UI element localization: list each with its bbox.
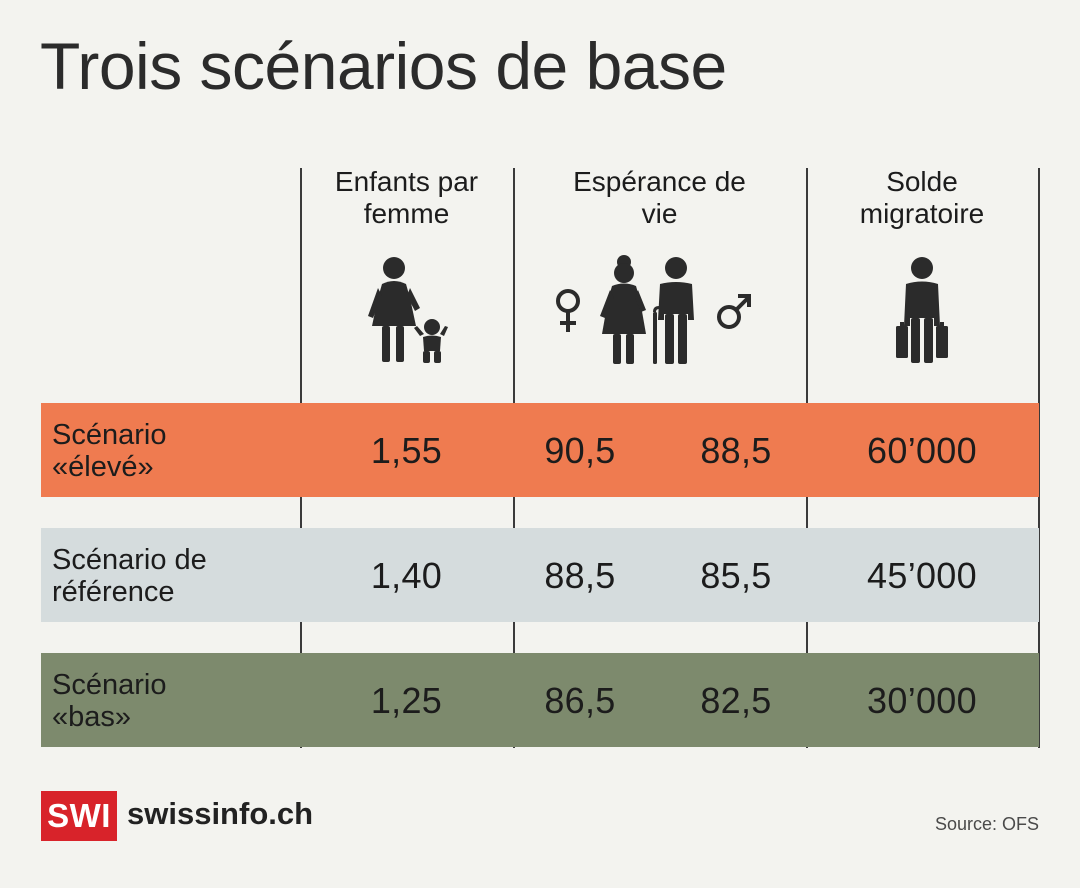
chart-title: Trois scénarios de base bbox=[40, 29, 727, 103]
row-label-line: «élevé» bbox=[52, 451, 154, 483]
row-label-line: Scénario de bbox=[52, 544, 207, 576]
female-symbol-icon bbox=[556, 289, 580, 332]
column-header-life-expectancy: Espérance de vie bbox=[513, 166, 806, 230]
cell-migration-reference: 45’000 bbox=[867, 555, 977, 596]
cell-migration-high: 60’000 bbox=[867, 430, 977, 471]
cell-life-female-low: 86,5 bbox=[544, 680, 616, 721]
elderly-couple-icon bbox=[600, 255, 694, 364]
swi-logo-mark: SWI bbox=[41, 791, 117, 841]
column-header-line: Espérance de bbox=[573, 166, 746, 197]
mother-child-icon bbox=[368, 257, 448, 363]
cell-migration-low: 30’000 bbox=[867, 680, 977, 721]
row-label-line: Scénario bbox=[52, 419, 167, 451]
cell-fertility-high: 1,55 bbox=[370, 430, 443, 471]
table-row-reference bbox=[41, 528, 1039, 622]
cell-life-male-reference: 85,5 bbox=[700, 555, 772, 596]
cell-life-male-low: 82,5 bbox=[700, 680, 772, 721]
column-header-migration: Solde migratoire bbox=[806, 166, 1038, 230]
row-label-low: Scénario «bas» bbox=[52, 669, 166, 733]
cell-fertility-reference: 1,40 bbox=[370, 555, 443, 596]
row-label-reference: Scénario de référence bbox=[52, 544, 207, 608]
swissinfo-logo-text: swissinfo.ch bbox=[127, 796, 314, 831]
cell-life-female-high: 90,5 bbox=[544, 430, 616, 471]
column-header-line: vie bbox=[641, 198, 678, 229]
column-header-line: femme bbox=[363, 198, 450, 229]
table-row-low bbox=[41, 653, 1039, 747]
traveler-suitcases-icon bbox=[896, 257, 948, 363]
row-label-line: référence bbox=[52, 576, 175, 608]
row-label-line: Scénario bbox=[52, 669, 167, 701]
column-header-fertility: Enfants par femme bbox=[300, 166, 513, 230]
column-header-line: Solde bbox=[886, 166, 958, 197]
cell-fertility-low: 1,25 bbox=[370, 680, 443, 721]
row-label-line: «bas» bbox=[52, 701, 132, 733]
column-header-line: Enfants par bbox=[334, 166, 479, 197]
column-header-line: migratoire bbox=[859, 198, 985, 229]
source-note: Source: OFS bbox=[934, 814, 1039, 834]
cell-life-female-reference: 88,5 bbox=[544, 555, 616, 596]
cell-life-male-high: 88,5 bbox=[700, 430, 772, 471]
table-row-high bbox=[41, 403, 1039, 497]
male-symbol-icon bbox=[717, 294, 751, 329]
row-label-high: Scénario «élevé» bbox=[52, 419, 166, 483]
